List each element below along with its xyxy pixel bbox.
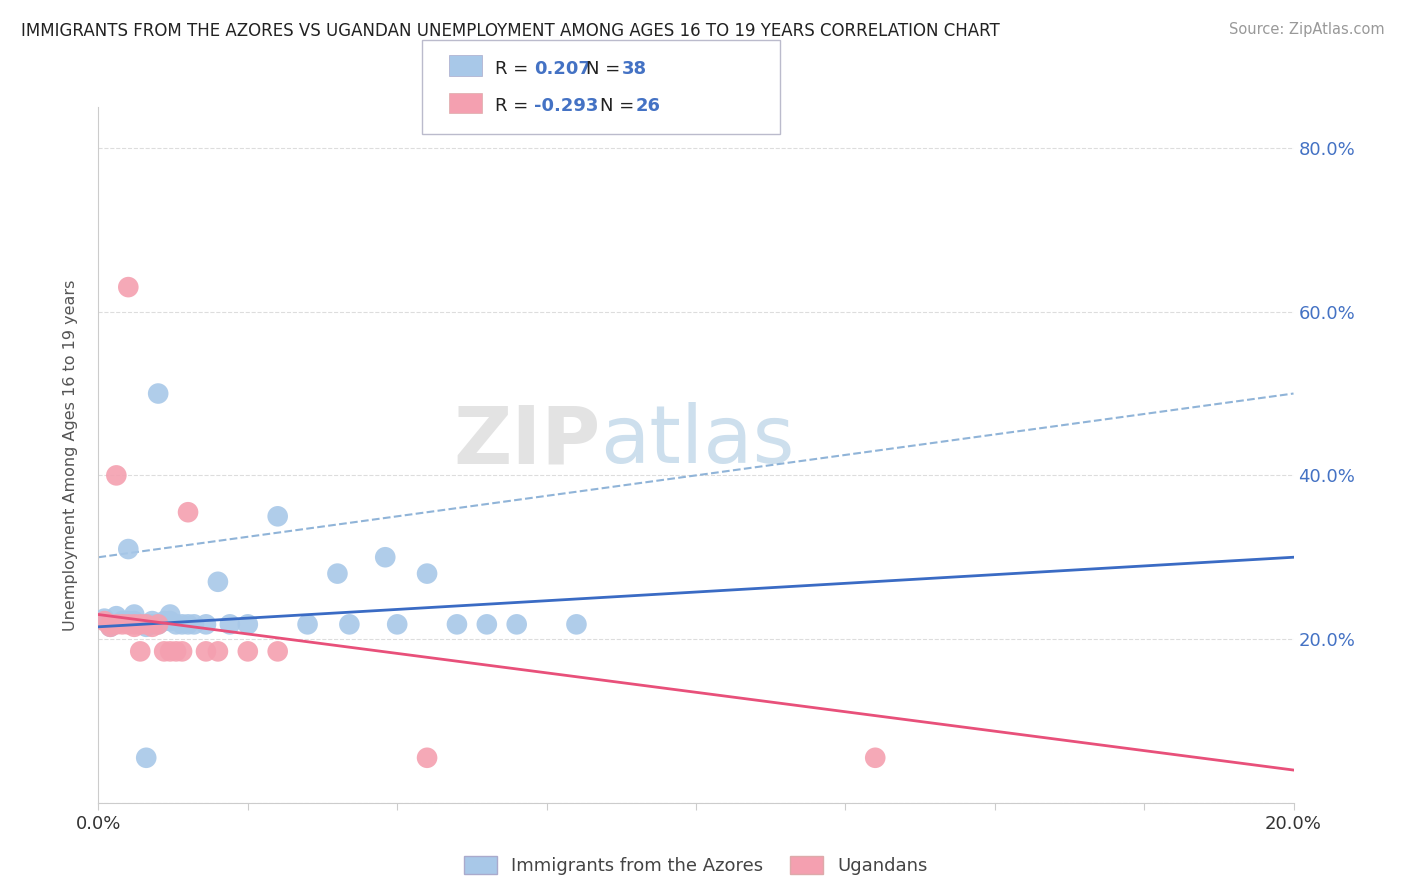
Point: [117, 542, 139, 557]
Point: [385, 617, 409, 632]
Text: Source: ZipAtlas.com: Source: ZipAtlas.com: [1229, 22, 1385, 37]
Point: [105, 617, 128, 632]
Point: [141, 617, 163, 632]
Point: [93, 614, 115, 628]
Point: [172, 617, 194, 632]
Point: [446, 617, 468, 632]
Point: [148, 386, 170, 401]
Point: [105, 468, 128, 483]
Point: [135, 617, 157, 632]
Point: [326, 566, 349, 581]
Point: [297, 617, 319, 632]
Point: [124, 617, 146, 632]
Point: [117, 614, 139, 628]
Text: N =: N =: [586, 60, 626, 78]
Point: [416, 566, 439, 581]
Point: [416, 751, 439, 765]
Point: [506, 617, 529, 632]
Point: [565, 617, 588, 632]
Point: [124, 614, 146, 628]
Point: [219, 617, 242, 632]
Point: [135, 617, 157, 632]
Point: [159, 614, 181, 628]
Point: [159, 644, 181, 658]
Text: R =: R =: [495, 60, 534, 78]
Point: [135, 620, 157, 634]
Point: [111, 614, 134, 628]
Text: -0.293: -0.293: [534, 97, 599, 115]
Text: 0.207: 0.207: [534, 60, 591, 78]
Legend: Immigrants from the Azores, Ugandans: Immigrants from the Azores, Ugandans: [456, 847, 936, 884]
Point: [141, 614, 163, 628]
Point: [153, 614, 176, 628]
Point: [165, 644, 187, 658]
Point: [141, 620, 163, 634]
Point: [236, 644, 259, 658]
Point: [148, 617, 170, 632]
Point: [129, 617, 152, 632]
Point: [129, 644, 152, 658]
Point: [475, 617, 498, 632]
Text: N =: N =: [600, 97, 640, 115]
Text: ZIP: ZIP: [453, 402, 600, 480]
Point: [267, 644, 290, 658]
Point: [153, 644, 176, 658]
Point: [105, 609, 128, 624]
Point: [165, 617, 187, 632]
Point: [183, 617, 205, 632]
Point: [339, 617, 360, 632]
Point: [148, 617, 170, 632]
Point: [172, 644, 194, 658]
Point: [117, 617, 139, 632]
Point: [117, 280, 139, 294]
Text: atlas: atlas: [600, 402, 794, 480]
Point: [865, 751, 887, 765]
Point: [124, 607, 146, 622]
Point: [177, 505, 200, 519]
Text: 26: 26: [636, 97, 661, 115]
Point: [93, 612, 115, 626]
Point: [207, 644, 229, 658]
Point: [195, 617, 218, 632]
Text: IMMIGRANTS FROM THE AZORES VS UGANDAN UNEMPLOYMENT AMONG AGES 16 TO 19 YEARS COR: IMMIGRANTS FROM THE AZORES VS UGANDAN UN…: [21, 22, 1000, 40]
Point: [159, 607, 181, 622]
Text: R =: R =: [495, 97, 534, 115]
Y-axis label: Unemployment Among Ages 16 to 19 years: Unemployment Among Ages 16 to 19 years: [63, 279, 77, 631]
Point: [100, 620, 122, 634]
Point: [124, 620, 146, 634]
Text: 38: 38: [621, 60, 647, 78]
Point: [100, 620, 122, 634]
Point: [207, 574, 229, 589]
Point: [236, 617, 259, 632]
Point: [177, 617, 200, 632]
Point: [195, 644, 218, 658]
Point: [374, 550, 396, 565]
Point: [129, 617, 152, 632]
Point: [267, 509, 290, 524]
Point: [135, 751, 157, 765]
Point: [111, 617, 134, 632]
Point: [100, 617, 122, 632]
